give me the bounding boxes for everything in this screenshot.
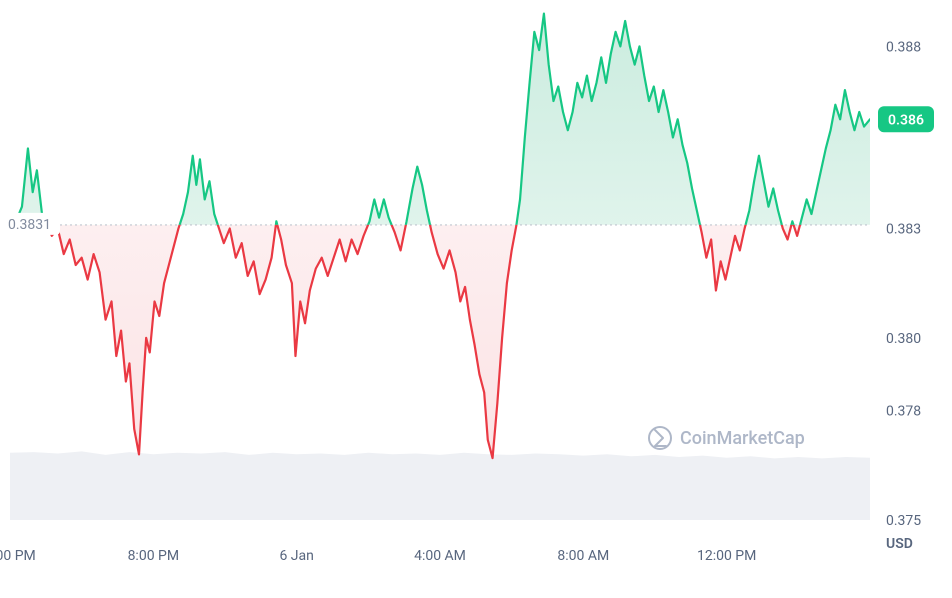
x-axis-label: 4:00 AM [414,548,466,564]
area-below [10,14,870,458]
currency-label: USD [886,536,913,552]
y-axis-label: 0.383 [886,222,921,238]
y-axis-label: 0.388 [886,39,921,55]
price-chart[interactable]: 0.388 0.383 0.380 0.378 0.375 USD 4:00 PM 8:00 … [0,0,952,598]
svg-text:0.386: 0.386 [888,112,924,128]
x-axis-label: 8:00 AM [557,548,609,564]
x-axis-label: 12:00 PM [697,548,756,564]
watermark: CoinMarketCap [649,427,805,449]
x-axis-label: 8:00 PM [128,548,180,564]
y-axis-label: 0.380 [886,331,921,347]
x-axis-label: 4:00 PM [0,548,36,564]
y-axis-label: 0.378 [886,404,921,420]
svg-text:0.3831: 0.3831 [8,217,51,233]
last-price-badge: 0.386 [878,106,934,132]
x-axis-label: 6 Jan [279,548,313,564]
volume-area [10,451,870,520]
baseline-label: 0.3831 [2,213,60,235]
y-axis-label: 0.375 [886,513,921,529]
svg-text:CoinMarketCap: CoinMarketCap [680,428,805,449]
